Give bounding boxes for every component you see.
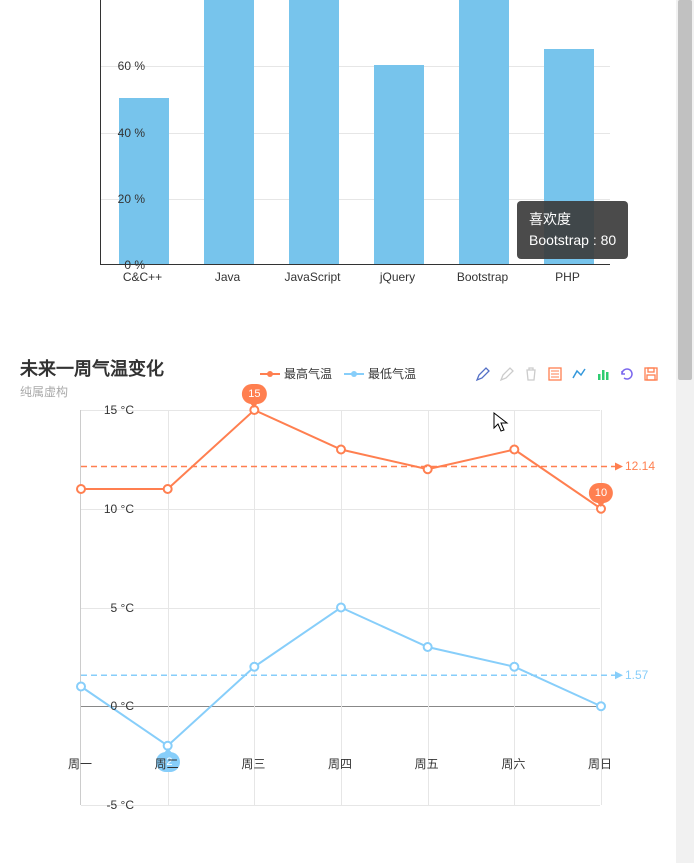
bar-ytick: 60 % — [95, 59, 145, 73]
series-line-high[interactable] — [81, 410, 601, 509]
legend-item-low[interactable]: 最低气温 — [344, 365, 416, 382]
line-xtick: 周一 — [68, 755, 92, 772]
mark-pen-disabled-icon[interactable] — [498, 365, 516, 383]
line-xtick: 周六 — [501, 755, 525, 772]
bar-gridline — [101, 133, 610, 134]
scrollbar-thumb[interactable] — [678, 0, 692, 380]
bar-chart: 喜欢度 Bootstrap : 80 0 %20 %40 %60 %C&C++J… — [20, 0, 660, 310]
bar-c&c++[interactable] — [119, 98, 169, 264]
series-marker-low[interactable] — [250, 663, 258, 671]
line-xtick: 周五 — [415, 755, 439, 772]
avg-label-low: 1.57 — [625, 668, 648, 682]
line-xtick: 周三 — [241, 755, 265, 772]
line-gridline — [81, 805, 600, 806]
avg-arrow-low — [615, 671, 623, 679]
page-root: 喜欢度 Bootstrap : 80 0 %20 %40 %60 %C&C++J… — [0, 0, 694, 863]
line-ytick: -5 °C — [84, 798, 134, 812]
bar-java[interactable] — [204, 0, 254, 264]
mark-trash-icon[interactable] — [522, 365, 540, 383]
bar-gridline — [101, 66, 610, 67]
line-xtick: 周四 — [328, 755, 352, 772]
series-marker-low[interactable] — [77, 683, 85, 691]
data-view-icon[interactable] — [546, 365, 564, 383]
line-chart-plot: 12.141.571510-2 — [80, 410, 600, 805]
mark-badge-value: 15 — [248, 388, 260, 400]
series-marker-low[interactable] — [597, 702, 605, 710]
avg-label-high: 12.14 — [625, 459, 655, 473]
bar-ytick: 40 % — [95, 126, 145, 140]
bar-ytick: 20 % — [95, 192, 145, 206]
save-icon[interactable] — [642, 365, 660, 383]
line-type-icon[interactable] — [570, 365, 588, 383]
bar-bootstrap[interactable] — [459, 0, 509, 264]
page-scrollbar[interactable] — [676, 0, 694, 863]
line-ytick: 0 °C — [84, 699, 134, 713]
line-chart-legend: 最高气温 最低气温 — [260, 365, 416, 382]
legend-label-high: 最高气温 — [284, 365, 332, 382]
bar-javascript[interactable] — [289, 0, 339, 264]
series-marker-high[interactable] — [77, 485, 85, 493]
line-ytick: 10 °C — [84, 502, 134, 516]
bar-type-icon[interactable] — [594, 365, 612, 383]
line-chart-toolbox — [474, 365, 660, 383]
series-line-low[interactable] — [81, 608, 601, 746]
line-chart: 未来一周气温变化 纯属虚构 最高气温 最低气温 12.141.571510-2 — [20, 355, 660, 835]
line-xtick: 周日 — [588, 755, 612, 772]
line-chart-svg — [81, 410, 631, 805]
line-ytick: 15 °C — [84, 403, 134, 417]
bar-xtick: PHP — [555, 270, 580, 284]
mark-badge-high-max: 10 — [589, 483, 613, 503]
bar-xtick: C&C++ — [123, 270, 162, 284]
line-ytick: 5 °C — [84, 601, 134, 615]
line-chart-subtitle: 纯属虚构 — [20, 383, 660, 400]
mark-badge-high-max: 15 — [242, 384, 266, 404]
restore-icon[interactable] — [618, 365, 636, 383]
bar-jquery[interactable] — [374, 65, 424, 264]
line-xtick: 周二 — [155, 755, 179, 772]
bar-xtick: jQuery — [380, 270, 415, 284]
legend-label-low: 最低气温 — [368, 365, 416, 382]
series-marker-low[interactable] — [424, 643, 432, 651]
bar-xtick: Bootstrap — [457, 270, 508, 284]
tooltip-value: Bootstrap : 80 — [529, 230, 616, 251]
legend-swatch-low — [344, 373, 364, 375]
series-marker-low[interactable] — [510, 663, 518, 671]
avg-arrow-high — [615, 462, 623, 470]
mark-badge-value: 10 — [595, 487, 607, 499]
mark-pen-icon[interactable] — [474, 365, 492, 383]
series-marker-high[interactable] — [337, 446, 345, 454]
bar-xtick: Java — [215, 270, 240, 284]
bar-xtick: JavaScript — [284, 270, 340, 284]
tooltip-title: 喜欢度 — [529, 209, 616, 230]
legend-swatch-high — [260, 373, 280, 375]
series-marker-high[interactable] — [164, 485, 172, 493]
series-marker-high[interactable] — [510, 446, 518, 454]
bar-gridline — [101, 199, 610, 200]
legend-item-high[interactable]: 最高气温 — [260, 365, 332, 382]
series-marker-low[interactable] — [337, 604, 345, 612]
bar-tooltip: 喜欢度 Bootstrap : 80 — [517, 201, 628, 259]
